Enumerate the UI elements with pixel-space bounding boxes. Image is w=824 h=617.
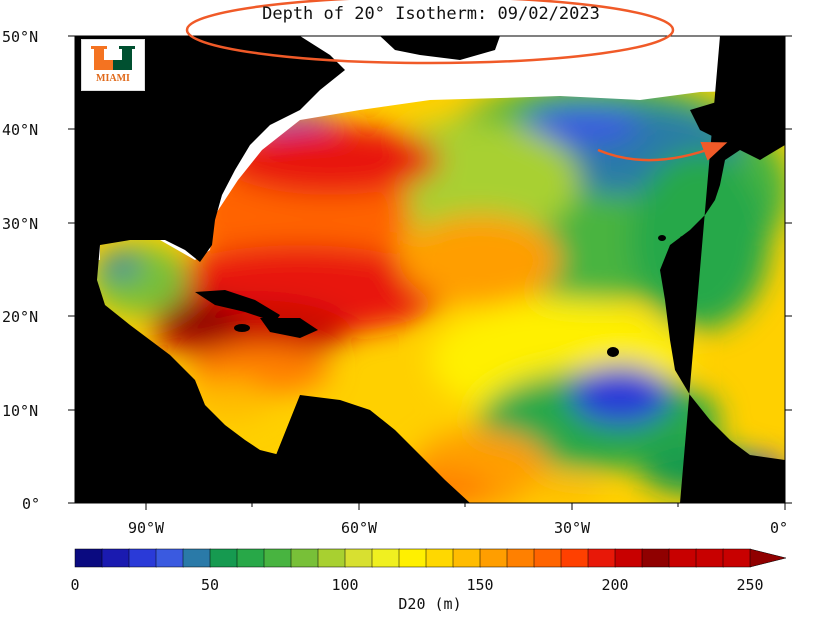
colorbar-tick-250: 250 xyxy=(736,576,763,594)
colorbar-swatch xyxy=(371,548,400,568)
colorbar-title: D20 (m) xyxy=(398,595,461,613)
lat-label-50: 50°N xyxy=(2,28,38,46)
u-logo-icon xyxy=(91,46,135,70)
colorbar-tick-0: 0 xyxy=(70,576,79,594)
map-title: Depth of 20° Isotherm: 09/02/2023 xyxy=(262,4,600,24)
colorbar-swatch xyxy=(560,548,589,568)
tick-marks xyxy=(68,35,792,510)
colorbar-swatch xyxy=(263,548,292,568)
colorbar-tick-50: 50 xyxy=(201,576,219,594)
colorbar-swatch xyxy=(155,548,184,568)
lon-label-0: 0° xyxy=(770,519,788,537)
colorbar-swatch xyxy=(236,548,265,568)
colorbar-swatch xyxy=(128,548,157,568)
colorbar-swatch xyxy=(614,548,643,568)
d20-field xyxy=(90,80,785,503)
colorbar-swatch xyxy=(317,548,346,568)
colorbar-swatch xyxy=(344,548,373,568)
colorbar-swatch xyxy=(506,548,535,568)
coast-arrow xyxy=(597,142,728,162)
colorbar-tick-200: 200 xyxy=(601,576,628,594)
colorbar-swatch xyxy=(668,548,697,568)
lon-label-30w: 30°W xyxy=(554,519,591,537)
title-highlight-ellipse xyxy=(185,0,675,65)
longitude-labels: 90°W 60°W 30°W 0° xyxy=(128,519,788,537)
land-masses xyxy=(75,36,785,503)
lon-label-60w: 60°W xyxy=(341,519,378,537)
map-panel xyxy=(75,36,785,503)
lat-label-0: 0° xyxy=(22,495,40,513)
university-logo: MIAMI xyxy=(81,39,145,91)
lat-label-20: 20°N xyxy=(2,308,38,326)
colorbar-swatch xyxy=(398,548,427,568)
colorbar-swatch xyxy=(695,548,724,568)
colorbar-tick-100: 100 xyxy=(331,576,358,594)
lat-label-30: 30°N xyxy=(2,215,38,233)
lon-label-90w: 90°W xyxy=(128,519,165,537)
logo-text: MIAMI xyxy=(96,73,130,84)
colorbar-swatch xyxy=(533,548,562,568)
colorbar-swatch xyxy=(479,548,508,568)
colorbar-swatch xyxy=(209,548,238,568)
map-frame xyxy=(74,35,786,504)
colorbar-swatch xyxy=(722,548,751,568)
colorbar-overflow-arrow xyxy=(749,548,787,568)
colorbar-swatch xyxy=(452,548,481,568)
colorbar-swatch xyxy=(74,548,103,568)
colorbar-swatch xyxy=(587,548,616,568)
lat-label-40: 40°N xyxy=(2,121,38,139)
colorbar-swatch xyxy=(290,548,319,568)
lat-label-10: 10°N xyxy=(2,402,38,420)
colorbar xyxy=(74,548,787,568)
colorbar-swatch xyxy=(641,548,670,568)
colorbar-swatch xyxy=(182,548,211,568)
colorbar-swatch xyxy=(425,548,454,568)
colorbar-swatch xyxy=(101,548,130,568)
colorbar-tick-150: 150 xyxy=(466,576,493,594)
latitude-labels: 50°N 40°N 30°N 20°N 10°N 0° xyxy=(2,28,40,513)
